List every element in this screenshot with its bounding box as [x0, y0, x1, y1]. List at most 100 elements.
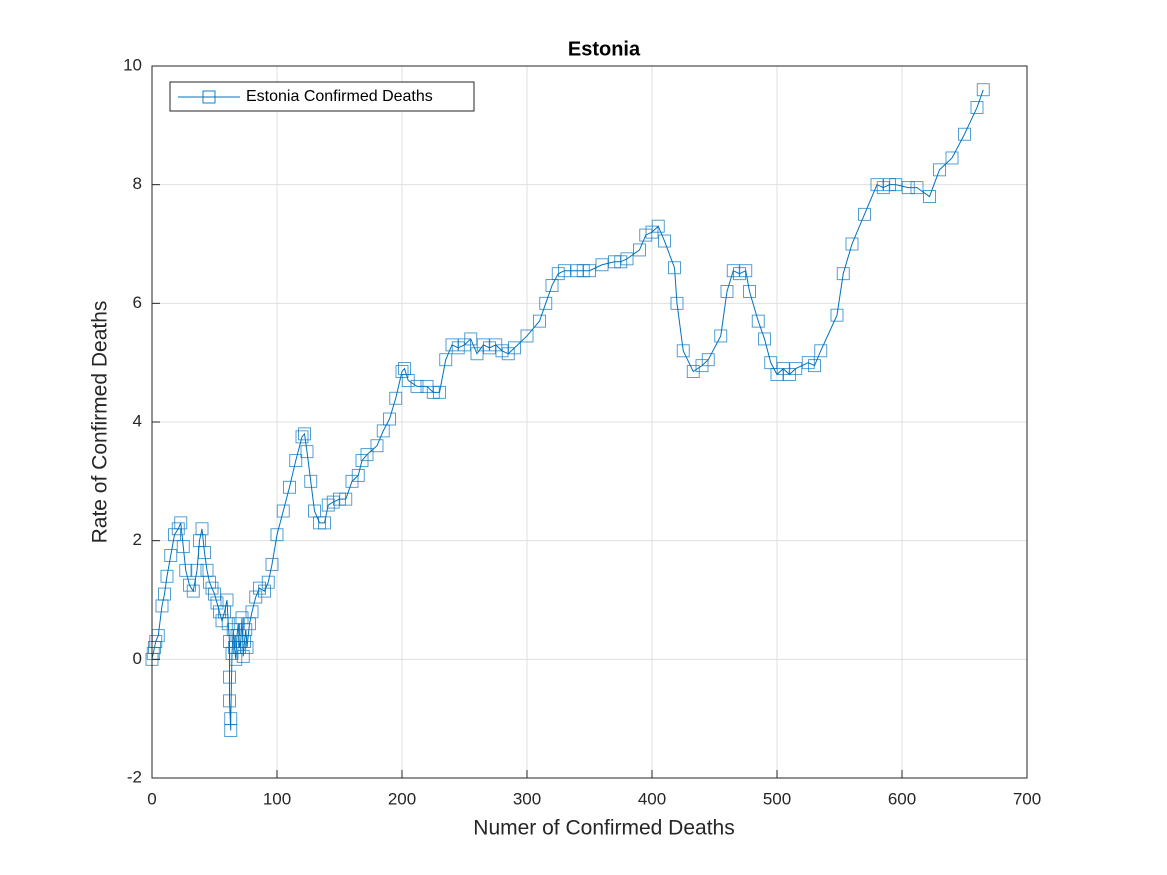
- data-marker: [158, 587, 171, 601]
- data-marker: [676, 344, 690, 358]
- y-tick-label: 6: [133, 293, 142, 312]
- data-marker: [836, 267, 850, 281]
- data-marker: [670, 296, 684, 310]
- data-marker: [245, 605, 259, 619]
- data-marker: [383, 412, 396, 426]
- data-marker: [210, 596, 224, 610]
- x-tick-label: 200: [388, 789, 416, 808]
- plot-area: [145, 83, 990, 737]
- data-marker: [223, 694, 236, 708]
- data-marker: [658, 234, 671, 248]
- data-marker: [179, 563, 193, 577]
- x-tick-label: 700: [1013, 789, 1041, 808]
- y-axis-label: Rate of Confirmed Deaths: [89, 301, 112, 544]
- data-marker: [270, 528, 284, 542]
- data-marker: [830, 308, 844, 322]
- data-marker: [289, 454, 303, 468]
- data-marker: [198, 546, 211, 559]
- data-marker: [174, 516, 188, 530]
- data-marker: [923, 190, 936, 203]
- data-marker: [751, 314, 765, 328]
- data-marker: [190, 563, 204, 577]
- data-marker: [160, 569, 174, 583]
- data-marker: [389, 391, 403, 405]
- data-marker: [533, 314, 546, 328]
- data-marker: [814, 344, 828, 358]
- data-marker: [633, 243, 646, 257]
- data-marker: [283, 480, 296, 494]
- data-marker: [901, 181, 915, 195]
- data-marker: [620, 252, 634, 266]
- data-marker: [439, 353, 453, 367]
- data-marker: [595, 258, 609, 272]
- x-tick-label: 400: [638, 789, 666, 808]
- data-marker: [298, 427, 311, 441]
- x-tick-label: 600: [888, 789, 916, 808]
- data-marker: [410, 379, 424, 393]
- data-marker: [910, 181, 924, 195]
- x-tick-label: 300: [513, 789, 541, 808]
- data-marker: [176, 540, 190, 554]
- data-marker: [351, 468, 365, 482]
- x-tick-label: 100: [263, 789, 291, 808]
- y-tick-label: 8: [133, 174, 142, 193]
- data-marker: [318, 516, 331, 530]
- data-marker: [304, 474, 318, 488]
- data-marker: [889, 178, 903, 192]
- data-marker: [370, 439, 384, 453]
- data-marker: [720, 285, 734, 298]
- data-marker: [743, 285, 756, 298]
- data-marker: [208, 587, 221, 601]
- data-marker: [223, 670, 236, 684]
- x-axis-label: Numer of Confirmed Deaths: [473, 817, 734, 840]
- data-marker: [583, 264, 596, 278]
- data-marker: [758, 332, 771, 346]
- chart-title: Estonia: [568, 38, 641, 60]
- y-tick-label: 0: [133, 649, 142, 668]
- data-marker: [186, 584, 200, 598]
- data-marker: [739, 264, 753, 278]
- data-marker: [970, 101, 984, 114]
- data-marker: [224, 712, 238, 726]
- data-marker: [360, 448, 374, 462]
- data-marker: [789, 362, 803, 376]
- y-tick-label: 2: [133, 530, 142, 549]
- y-tick-label: 4: [133, 411, 142, 430]
- data-marker: [933, 163, 946, 177]
- data-marker: [265, 557, 279, 571]
- data-marker: [558, 264, 571, 278]
- data-marker: [508, 341, 521, 355]
- data-marker: [845, 237, 859, 251]
- data-marker: [651, 219, 665, 233]
- legend: Estonia Confirmed Deaths: [169, 81, 475, 112]
- data-marker: [261, 575, 275, 589]
- data-marker: [858, 207, 871, 221]
- data-marker: [220, 593, 234, 607]
- x-tick-label: 0: [147, 789, 156, 808]
- y-tick-label: -2: [127, 767, 142, 786]
- data-marker: [976, 83, 990, 97]
- data-marker: [945, 151, 959, 165]
- data-marker: [520, 329, 534, 343]
- legend-label: Estonia Confirmed Deaths: [246, 88, 433, 105]
- data-marker: [295, 430, 309, 444]
- data-marker: [714, 329, 728, 343]
- y-tick-label: 10: [123, 55, 142, 74]
- legend-marker: [202, 90, 216, 104]
- data-marker: [539, 296, 553, 310]
- x-tick-label: 500: [763, 789, 791, 808]
- data-marker: [240, 641, 254, 654]
- grid: [151, 65, 1028, 779]
- data-marker: [164, 549, 178, 562]
- data-marker: [701, 353, 715, 367]
- data-marker: [195, 522, 209, 536]
- data-marker: [300, 445, 314, 459]
- data-marker: [958, 127, 971, 141]
- data-marker: [464, 332, 478, 346]
- data-marker: [339, 492, 353, 506]
- data-marker: [258, 584, 271, 598]
- data-marker: [276, 504, 290, 518]
- data-marker: [808, 359, 821, 373]
